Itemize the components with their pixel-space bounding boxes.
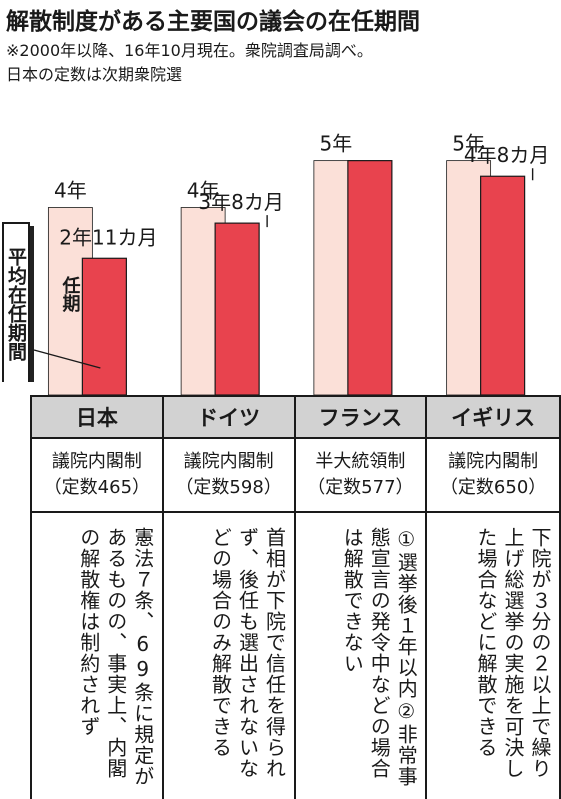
legend-average-label: 平均在任期間: [2, 222, 30, 382]
term-label: 4年: [54, 179, 87, 203]
country-column-germany: ドイツ 議院内閣制 （定数598） 首相が下院で信任を得られず、後任も選出されな…: [163, 397, 296, 799]
average-tenure-bar: [214, 222, 260, 396]
country-name: フランス: [295, 397, 426, 439]
government-system: 議院内閣制 （定数598）: [163, 439, 294, 513]
seat-count: （定数650）: [439, 477, 547, 498]
system-type: 議院内閣制: [51, 451, 142, 472]
dissolution-note: 首相が下院で信任を得られず、後任も選出されないなどの場合のみ解散できる: [208, 527, 287, 779]
dissolution-note: 下院が３分の２以上で繰り上げ総選挙の実施を可決した場合などに解散できる: [474, 527, 552, 779]
seat-count: （定数598）: [175, 477, 282, 498]
average-tenure-bar: [347, 160, 393, 396]
seat-count: （定数577）: [307, 477, 414, 498]
seat-count: （定数465）: [43, 477, 151, 498]
legend-pointer-line: [33, 349, 101, 369]
average-tenure-label: 3年8カ月: [198, 190, 283, 214]
country-name: ドイツ: [163, 397, 294, 439]
source-note: ※2000年以降、16年10月現在。衆院調査局調べ。: [6, 41, 373, 60]
country-name: 日本: [32, 397, 162, 439]
country-column-japan: 日本 議院内閣制 （定数465） 憲法７条、69条に規定があるものの、事実上、内…: [32, 397, 164, 799]
system-type: 議院内閣制: [183, 451, 274, 472]
dissolution-note: ①選挙後１年以内②非常事態宣言の発令中などの場合は解散できない: [340, 527, 419, 787]
average-tenure-label: 2年11カ月: [59, 225, 157, 249]
average-tenure-bar: [81, 257, 127, 396]
average-tenure-label: 4年8カ月: [464, 143, 549, 167]
system-type: 半大統領制: [315, 451, 406, 472]
country-name: イギリス: [427, 397, 559, 439]
term-label: 5年: [320, 132, 353, 156]
legend-term-label: 任期: [60, 275, 82, 313]
term-label: 5年: [452, 132, 485, 156]
term-label: 4年: [187, 179, 220, 203]
country-column-uk: イギリス 議院内閣制 （定数650） 下院が３分の２以上で繰り上げ総選挙の実施を…: [427, 397, 559, 799]
page-title: 解散制度がある主要国の議会の在任期間: [6, 9, 420, 35]
government-system: 議院内閣制 （定数465）: [32, 439, 162, 513]
country-table: 日本 議院内閣制 （定数465） 憲法７条、69条に規定があるものの、事実上、内…: [30, 395, 561, 799]
average-tenure-bar: [480, 175, 526, 396]
country-column-france: フランス 半大統領制 （定数577） ①選挙後１年以内②非常事態宣言の発令中など…: [295, 397, 428, 799]
government-system: 半大統領制 （定数577）: [295, 439, 426, 513]
seat-count-note: 日本の定数は次期衆院選: [6, 65, 183, 84]
government-system: 議院内閣制 （定数650）: [427, 439, 559, 513]
dissolution-note: 憲法７条、69条に規定があるものの、事実上、内閣の解散権は制約されず: [76, 527, 155, 787]
system-type: 議院内閣制: [448, 451, 539, 472]
